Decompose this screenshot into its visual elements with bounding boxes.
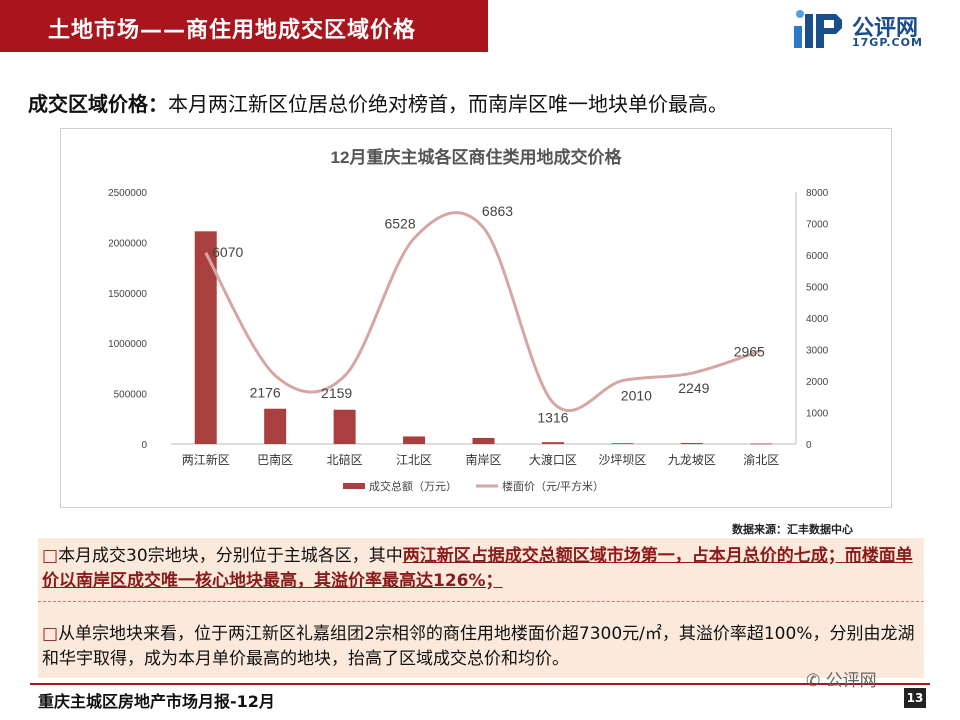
series-line: [204, 211, 762, 412]
category-label: 两江新区: [182, 452, 230, 467]
right-tick-label: 1000: [806, 409, 829, 420]
logo-domain: 17GP.COM: [852, 36, 923, 49]
paragraph2-text: 从单宗地块来看，位于两江新区礼嘉组团2宗相邻的商住用地楼面价超7300元/㎡，其…: [42, 624, 915, 669]
data-label: 6070: [212, 244, 243, 260]
right-tick-label: 6000: [806, 251, 829, 262]
category-label: 沙坪坝区: [598, 453, 646, 467]
headline-text: 本月两江新区位居总价绝对榜首，而南岸区唯一地块单价最高。: [168, 92, 728, 116]
chart-frame: 12月重庆主城各区商住类用地成交价格 0 500000 1000000 1500000 2…: [60, 128, 892, 508]
logo-icon: [794, 10, 842, 48]
legend-swatch-bar: [343, 483, 365, 489]
right-tick-label: 7000: [806, 220, 829, 231]
logo-name: 公评网: [852, 16, 919, 41]
data-label: 6863: [482, 203, 513, 219]
left-tick-label: 2000000: [108, 238, 147, 249]
category-label: 南岸区: [465, 452, 501, 467]
right-tick-label: 8000: [806, 188, 829, 199]
legend-label: 成交总额（万元）: [369, 479, 457, 493]
right-tick-label: 4000: [806, 314, 829, 325]
left-tick-label: 2500000: [108, 188, 147, 199]
bullet-icon: □: [42, 624, 59, 644]
paragraph1-highlight: 两江新区占据成交总额区域市场第一，占本月总价的七成；而楼面单价以南岸区成交唯一核…: [42, 546, 913, 591]
bullet-icon: □: [42, 546, 59, 566]
headline-lead: 成交区域价格：: [28, 92, 168, 116]
wechat-watermark: ✆ 公评网: [806, 666, 877, 691]
left-tick-label: 500000: [114, 390, 148, 401]
wechat-icon: ✆: [806, 671, 821, 691]
category-label: 大渡口区: [529, 452, 577, 467]
left-tick-label: 1500000: [108, 289, 147, 300]
bar: [264, 408, 287, 444]
chart: 12月重庆主城各区商住类用地成交价格 0 500000 1000000 1500000 2…: [108, 147, 829, 493]
summary-paragraph-2: □从单宗地块来看，位于两江新区礼嘉组团2宗相邻的商住用地楼面价超7300元/㎡，…: [42, 622, 922, 672]
page-number: 13: [904, 688, 926, 708]
right-tick-label: 2000: [806, 377, 829, 388]
bar: [611, 443, 634, 444]
footer-report: 重庆主城区房地产市场月报-12月: [38, 692, 275, 711]
category-label: 江北区: [396, 453, 432, 467]
data-label: 2965: [734, 344, 765, 360]
category-label: 九龙坡区: [668, 453, 716, 467]
footer: 重庆主城区房地产市场月报-12月: [30, 683, 930, 711]
legend-label: 楼面价（元/平方米）: [502, 479, 604, 493]
data-label: 6528: [384, 215, 415, 231]
data-source: 数据来源：汇丰数据中心: [732, 523, 853, 536]
summary-paragraph-1: □本月成交30宗地块，分别位于主城各区，其中两江新区占据成交总额区域市场第一，占…: [42, 544, 922, 594]
category-label: 巴南区: [257, 452, 293, 467]
bar: [680, 442, 703, 444]
right-tick-label: 0: [806, 440, 812, 451]
category-label: 北碚区: [327, 452, 363, 467]
logo: 公评网 17GP.COM: [792, 6, 942, 56]
right-tick-label: 5000: [806, 283, 829, 294]
summary-panel: [38, 538, 924, 678]
data-label: 1316: [537, 410, 568, 426]
left-tick-label: 0: [141, 440, 147, 451]
bar: [194, 231, 217, 444]
panel-divider: [38, 601, 924, 602]
bar: [472, 437, 495, 444]
bar: [750, 443, 773, 445]
bar: [333, 409, 356, 444]
bar: [403, 436, 426, 444]
wechat-label: 公评网: [825, 671, 877, 691]
chart-title: 12月重庆主城各区商住类用地成交价格: [331, 147, 623, 167]
data-label: 2010: [621, 388, 652, 404]
data-label: 2249: [678, 380, 709, 396]
data-label: 2176: [250, 384, 281, 400]
headline: 成交区域价格：本月两江新区位居总价绝对榜首，而南岸区唯一地块单价最高。: [28, 88, 728, 117]
paragraph1-plain: 本月成交30宗地块，分别位于主城各区，其中: [58, 546, 403, 566]
page-title: 土地市场——商住用地成交区域价格: [0, 0, 488, 52]
bar: [541, 442, 564, 444]
left-tick-label: 1000000: [108, 339, 147, 350]
right-tick-label: 3000: [806, 346, 829, 357]
category-label: 渝北区: [743, 452, 779, 467]
data-label: 2159: [321, 385, 352, 401]
